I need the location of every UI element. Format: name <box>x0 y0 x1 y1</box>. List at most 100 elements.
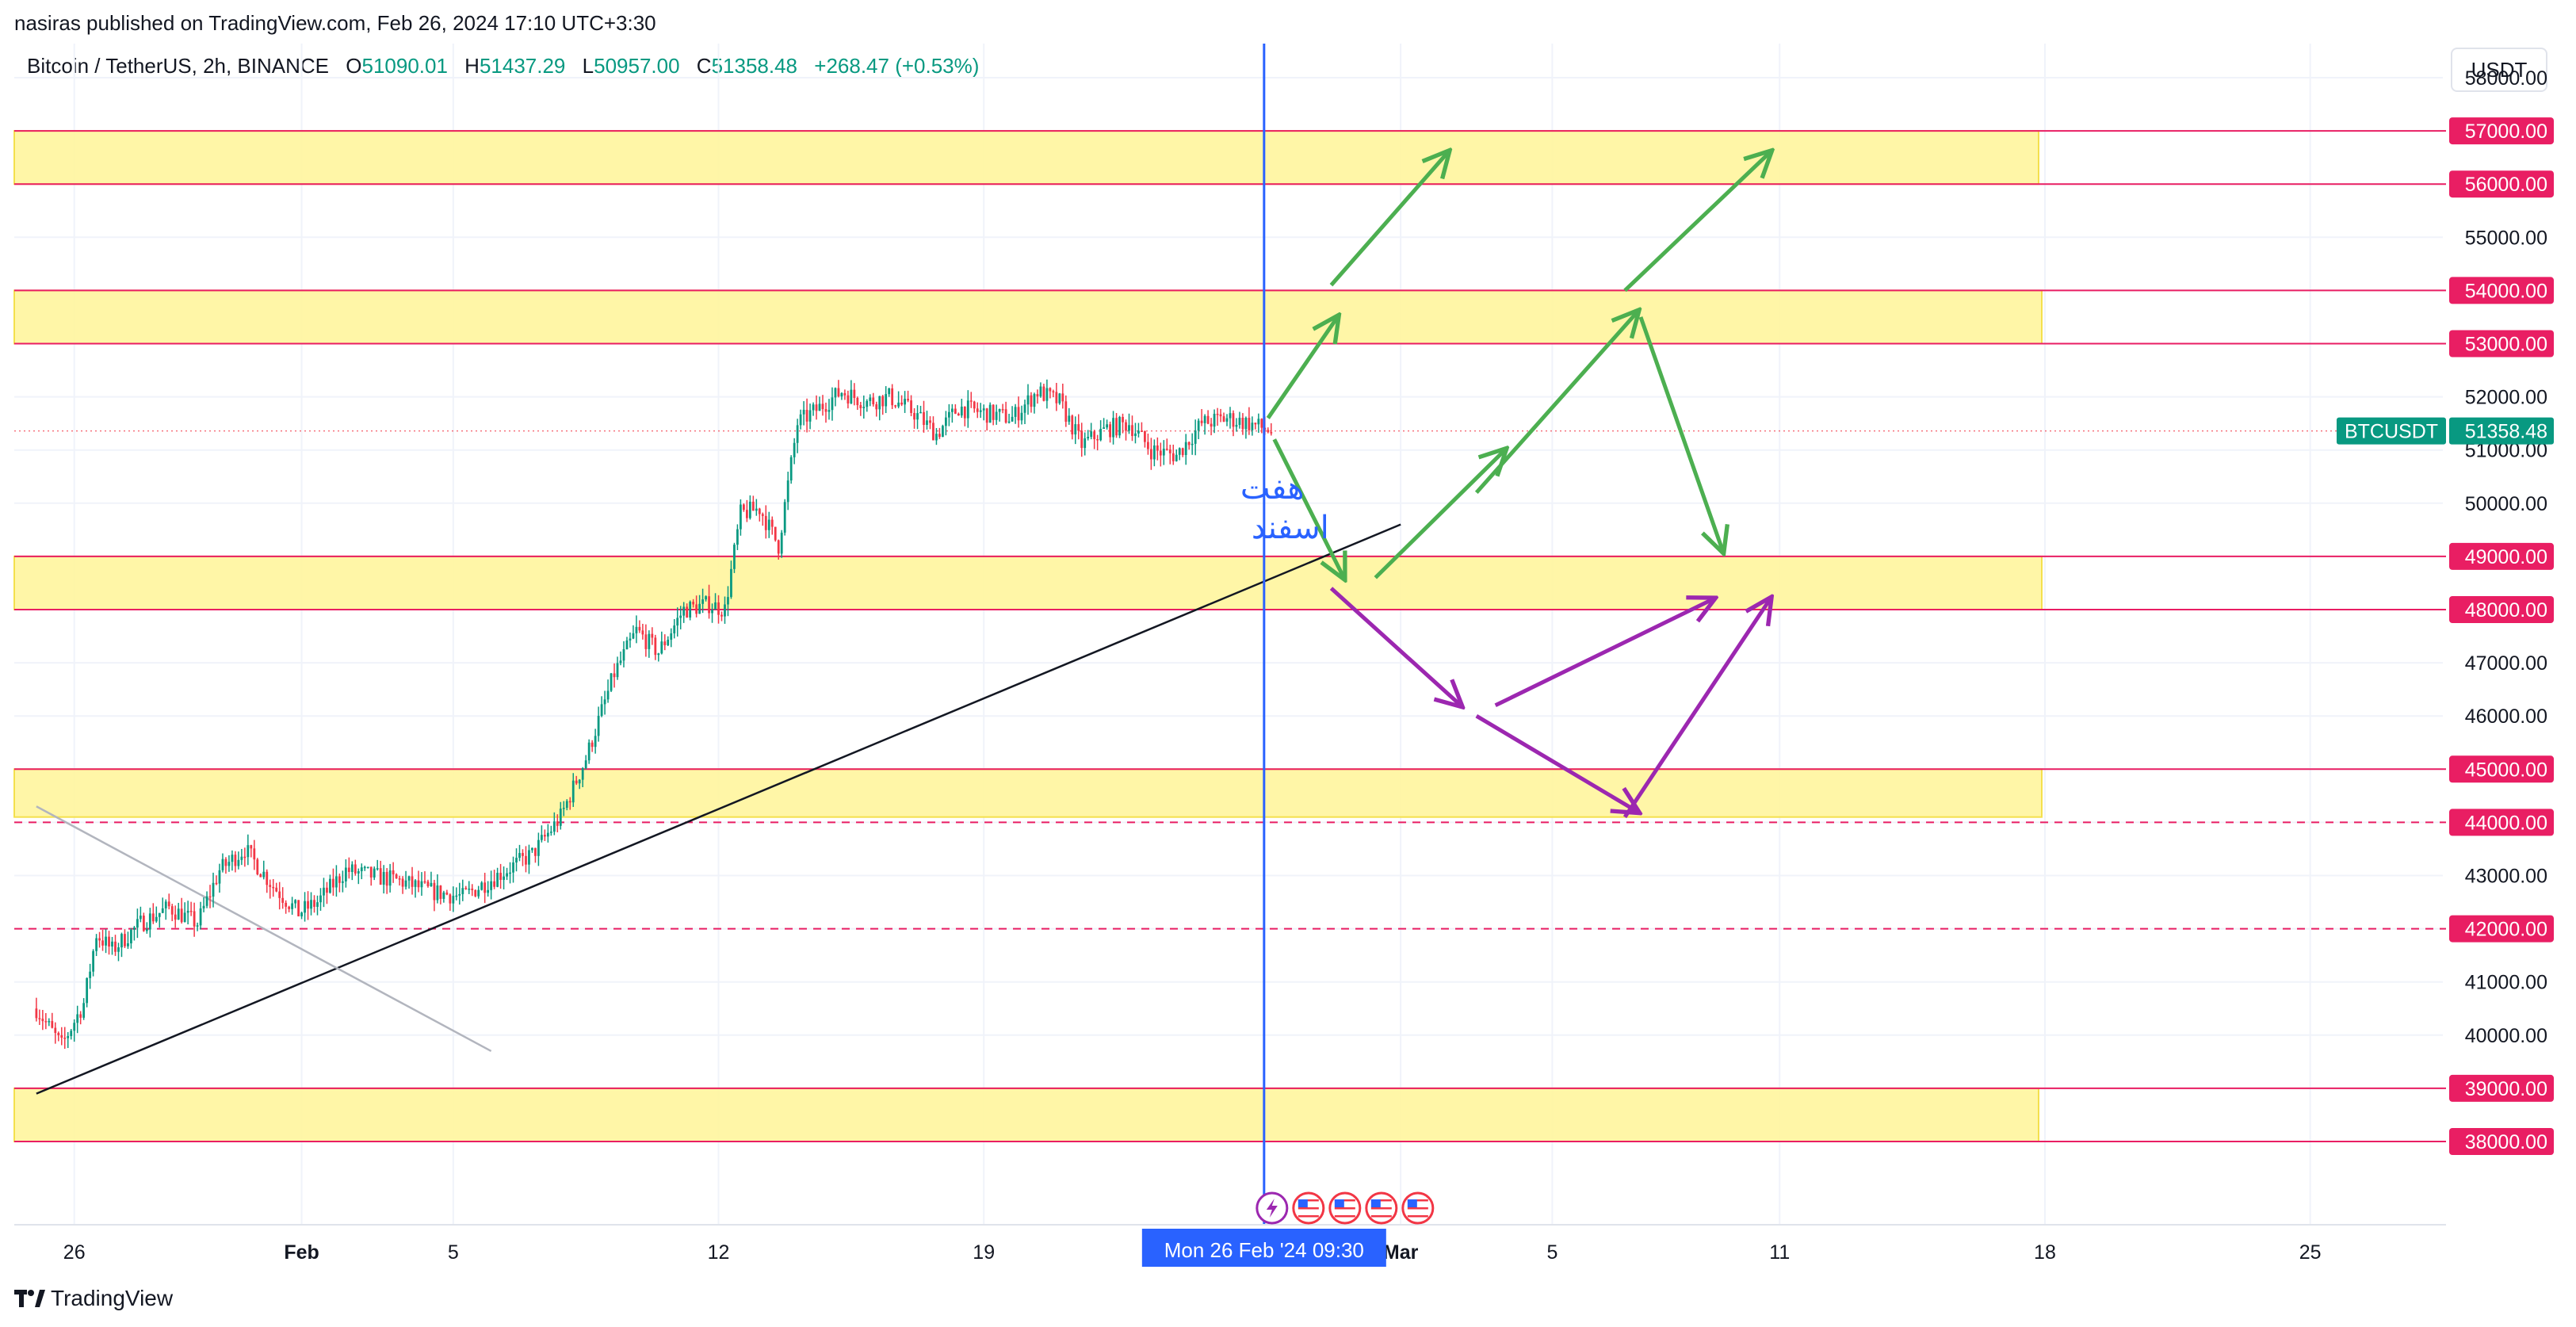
us-flag-icon-stripe <box>1298 1207 1319 1210</box>
candle-body <box>935 434 938 441</box>
candle-body <box>86 977 89 1004</box>
us-flag-icon-stripe <box>1298 1199 1319 1202</box>
candle-body <box>926 420 928 426</box>
candle-body <box>44 1021 48 1023</box>
high-label: H <box>464 54 480 78</box>
candle-body <box>1267 430 1270 433</box>
candle-body <box>929 420 931 423</box>
candle-body <box>1115 418 1118 436</box>
flash-icon[interactable] <box>1256 1191 1289 1225</box>
candle-body <box>698 603 701 614</box>
price-level-badge <box>2449 755 2554 783</box>
y-tick-label: 50000.00 <box>2465 493 2547 515</box>
candle-body <box>546 832 549 837</box>
y-tick-label: 58000.00 <box>2465 67 2547 90</box>
candle-body <box>1080 430 1084 449</box>
candle-body <box>170 906 174 915</box>
candle-body <box>388 870 392 886</box>
candle-body <box>556 821 559 826</box>
candle-body <box>1162 449 1165 456</box>
candle-body <box>1156 445 1159 451</box>
candle-body <box>866 400 869 407</box>
candle-body <box>1257 419 1260 425</box>
candle-body <box>1141 430 1143 432</box>
us-flag-icon-stripe <box>1298 1203 1319 1206</box>
candle-body <box>594 736 597 748</box>
candle-body <box>1096 438 1099 441</box>
projection-arrow-green <box>1474 312 1638 495</box>
candle-body <box>985 408 988 423</box>
candle-body <box>385 871 388 886</box>
currency-selector[interactable]: USDT <box>2451 48 2547 92</box>
candle-body <box>1061 393 1064 402</box>
support-resistance-zone <box>13 130 2039 185</box>
candle-body <box>878 396 881 410</box>
candle-body <box>376 868 379 870</box>
candle-body <box>783 502 786 533</box>
candle-body <box>48 1021 51 1023</box>
candle-body <box>490 881 493 890</box>
candle-body <box>673 625 676 633</box>
candle-body <box>724 604 726 617</box>
candle-body <box>701 599 704 604</box>
candle-body <box>237 859 240 866</box>
candle-body <box>285 902 288 907</box>
candle-body <box>92 950 95 972</box>
flash-icon-bolt <box>1266 1199 1278 1218</box>
price-level-label: 45000.00 <box>2465 759 2547 781</box>
us-flag-icon[interactable] <box>1328 1191 1362 1225</box>
last-price-badge <box>2449 417 2554 445</box>
candle-body <box>199 908 202 926</box>
price-level-label: 49000.00 <box>2465 546 2547 568</box>
publish-info: nasiras published on TradingView.com, Fe… <box>14 11 656 35</box>
candle-body <box>477 889 480 897</box>
candle-body <box>988 404 992 423</box>
us-flag-icon[interactable] <box>1292 1191 1325 1225</box>
us-flag-icon-stripe <box>1298 1215 1319 1218</box>
us-flag-icon[interactable] <box>1365 1191 1398 1225</box>
candle-body <box>483 882 487 893</box>
candle-body <box>616 663 619 678</box>
us-flag-icon-stripe <box>1370 1215 1392 1218</box>
candle-body <box>407 876 411 881</box>
candle-body <box>897 402 900 407</box>
candle-body <box>161 908 164 913</box>
candle-body <box>101 940 104 946</box>
candle-body <box>1206 415 1210 424</box>
date-marker-badge <box>1141 1229 1386 1267</box>
us-flag-icon[interactable] <box>1401 1191 1435 1225</box>
candle-body <box>531 847 533 851</box>
candle-body <box>1238 418 1241 425</box>
candles <box>35 379 1273 1050</box>
candle-body <box>1178 448 1181 455</box>
candle-body <box>38 1018 41 1019</box>
candle-body <box>919 411 922 414</box>
candle-body <box>969 400 973 402</box>
candle-body <box>603 699 606 705</box>
candle-body <box>82 1003 86 1018</box>
brand[interactable]: TradingView <box>14 1286 173 1311</box>
candle-body <box>1090 431 1093 438</box>
candle-body <box>525 855 527 865</box>
candle-body <box>1020 412 1023 421</box>
symbol-title[interactable]: Bitcoin / TetherUS, 2h, BINANCE <box>27 54 330 78</box>
candle-body <box>954 408 957 414</box>
candle-body <box>733 545 736 569</box>
candle-body <box>145 929 148 931</box>
candle-body <box>802 409 805 415</box>
candle-body <box>1055 392 1058 403</box>
price-level-label: 48000.00 <box>2465 599 2547 621</box>
candle-body <box>1001 409 1004 411</box>
candle-body <box>947 411 950 418</box>
candle-body <box>1149 449 1152 460</box>
candle-body <box>565 801 568 809</box>
support-resistance-zone <box>13 1087 2039 1143</box>
candle-body <box>51 1021 54 1028</box>
price-level-label: 42000.00 <box>2465 919 2547 941</box>
candle-body <box>208 896 212 898</box>
candle-body <box>1216 414 1219 415</box>
candle-body <box>133 927 136 930</box>
candle-body <box>414 880 417 887</box>
